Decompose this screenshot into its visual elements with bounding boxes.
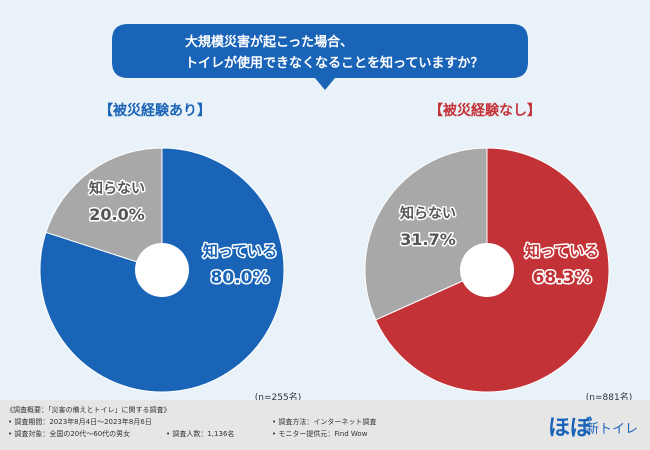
survey-count: • 調査人数：1,136名 [166,430,235,438]
right-unknown-label: 知らない [400,205,456,222]
left-unknown-value: 20.0% [89,205,145,224]
right-known-label: 知っている [525,242,599,260]
right-chart-title: 【被災経験なし】 [429,102,541,119]
survey-monitor: • モニター提供元：Find Wow [272,430,368,438]
left-known-label: 知っている [203,242,277,260]
left-known-value: 80.0% [211,268,270,288]
hobo-logo: ほぼ [548,416,593,441]
survey-overview: 《調査概要：「災害の備えとトイレ」に関する調査》 [6,406,171,414]
left-pie-hole [135,243,189,297]
question-bubble: 大規模災害が起こった場合、 トイレが使用できなくなることを知っていますか？ [112,24,528,90]
survey-footer: 《調査概要：「災害の備えとトイレ」に関する調査》 • 調査期間：2023年8月4… [0,400,650,450]
left-slice-unknown [45,147,163,271]
right-unknown-value: 31.7% [400,230,456,249]
survey-target: • 調査対象：全国の20代～60代の男女 [8,430,131,438]
question-line-1: 大規模災害が起こった場合、 [185,34,353,50]
question-line-2: トイレが使用できなくなることを知っていますか？ [185,55,483,71]
hobo-logo-sub: 新トイレ [586,422,639,437]
right-pie-hole [460,243,514,297]
left-chart-title: 【被災経験あり】 [99,102,211,119]
left-unknown-label: 知らない [89,180,145,197]
right-slice-unknown [364,147,488,321]
survey-period: • 調査期間：2023年8月4日～2023年8月6日 [8,418,152,426]
right-known-value: 68.3% [533,268,592,288]
survey-method: • 調査方法：インターネット調査 [272,418,377,426]
